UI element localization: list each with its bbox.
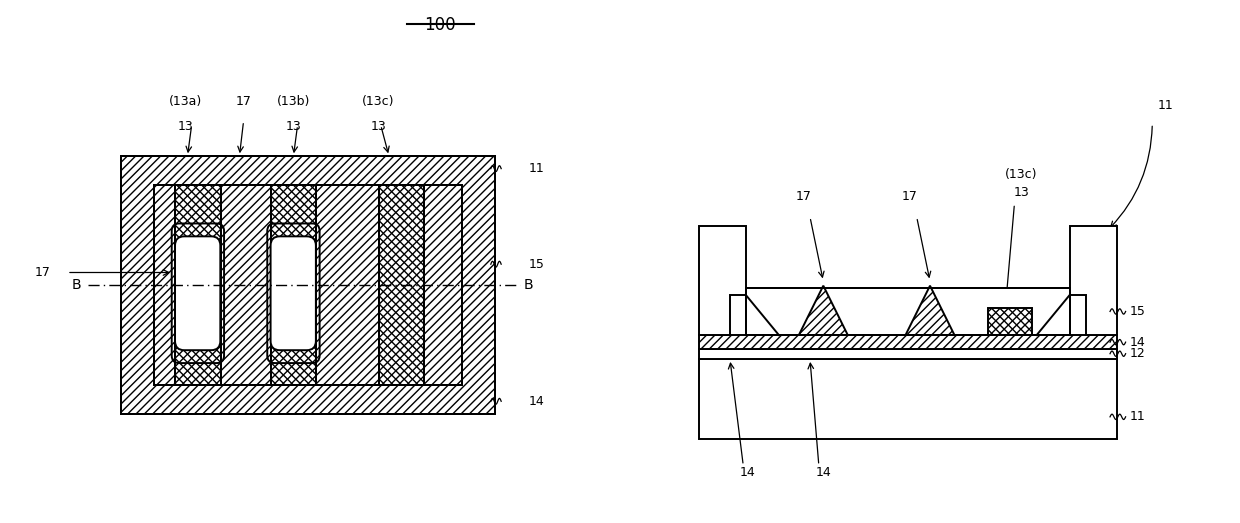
Bar: [175, 185, 221, 385]
Text: B: B: [525, 278, 533, 292]
Bar: [378, 185, 424, 385]
FancyBboxPatch shape: [175, 236, 221, 350]
Polygon shape: [905, 286, 955, 335]
Bar: [699, 359, 1117, 439]
Bar: [270, 185, 316, 385]
Text: 17: 17: [35, 266, 51, 279]
Bar: [378, 185, 424, 385]
Bar: [745, 288, 1070, 335]
Bar: [988, 309, 1032, 335]
Text: 12: 12: [1130, 347, 1146, 360]
Text: B: B: [72, 278, 82, 292]
Polygon shape: [1070, 226, 1117, 335]
Text: (13a): (13a): [169, 95, 202, 108]
Text: 100: 100: [424, 16, 456, 33]
Bar: [270, 185, 316, 385]
Text: 13: 13: [177, 120, 193, 133]
Bar: [122, 156, 495, 414]
Bar: [175, 185, 221, 385]
Text: 14: 14: [816, 466, 831, 479]
Bar: [175, 185, 221, 385]
Polygon shape: [799, 286, 848, 335]
Bar: [270, 185, 316, 385]
Text: 14: 14: [740, 466, 755, 479]
Text: 17: 17: [901, 190, 918, 203]
Bar: [745, 288, 1070, 335]
Bar: [699, 335, 1117, 349]
Polygon shape: [699, 226, 745, 335]
Text: 17: 17: [795, 190, 811, 203]
Bar: [175, 185, 221, 385]
Bar: [699, 335, 1117, 349]
Bar: [154, 185, 461, 385]
Text: 11: 11: [528, 162, 544, 175]
Bar: [221, 185, 270, 385]
Bar: [270, 185, 316, 385]
Text: (13c): (13c): [1004, 168, 1038, 181]
Text: 17: 17: [236, 95, 252, 108]
Bar: [154, 185, 461, 385]
Bar: [378, 185, 424, 385]
Bar: [988, 309, 1032, 335]
Bar: [316, 185, 378, 385]
Text: 13: 13: [285, 120, 301, 133]
Bar: [378, 185, 424, 385]
Bar: [221, 185, 270, 385]
Text: (13c): (13c): [362, 95, 394, 108]
Text: 14: 14: [1130, 336, 1146, 349]
Text: 13: 13: [1013, 186, 1029, 199]
Text: 14: 14: [528, 395, 544, 408]
FancyBboxPatch shape: [270, 236, 316, 350]
Text: 15: 15: [528, 258, 544, 271]
Bar: [988, 309, 1032, 335]
Text: 11: 11: [1158, 99, 1173, 112]
Text: 13: 13: [371, 120, 387, 133]
Bar: [316, 185, 378, 385]
Text: 11: 11: [1130, 411, 1146, 423]
Text: 15: 15: [1130, 305, 1146, 318]
Bar: [122, 156, 495, 414]
Bar: [154, 185, 461, 385]
Text: (13b): (13b): [277, 95, 310, 108]
Bar: [699, 349, 1117, 359]
